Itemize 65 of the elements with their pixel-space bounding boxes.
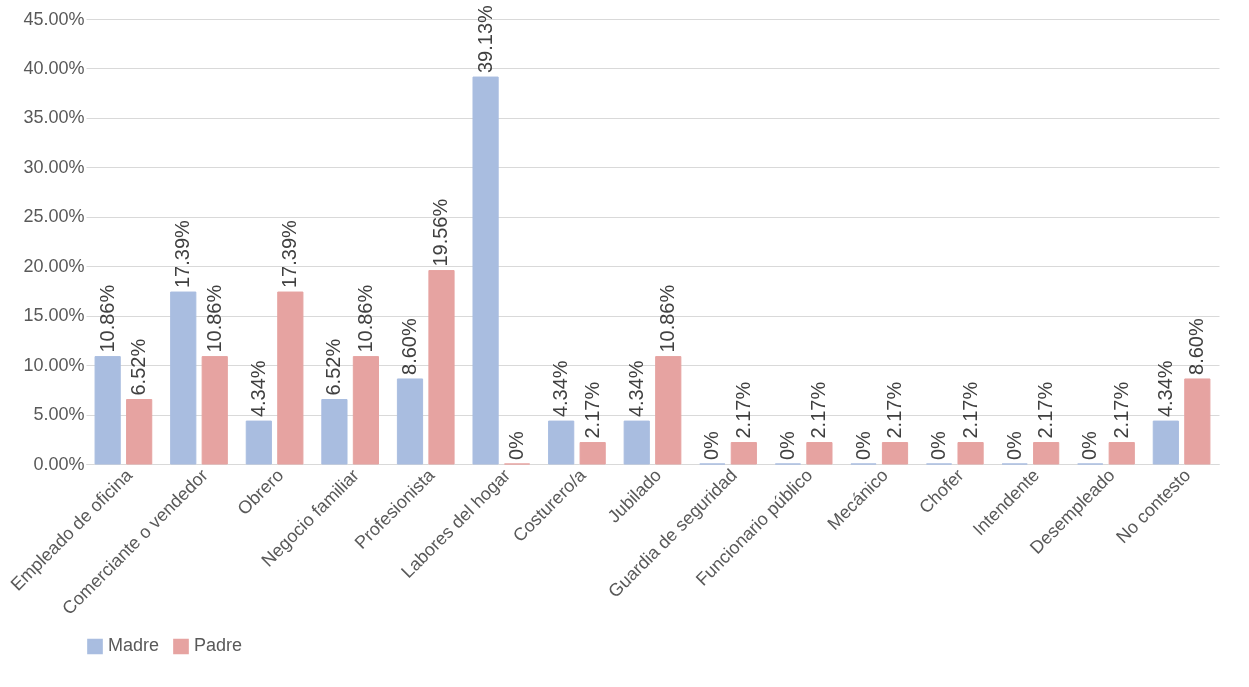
data-label: 10.86% xyxy=(353,284,376,353)
bar xyxy=(1184,378,1211,465)
data-label: 19.56% xyxy=(429,198,452,267)
data-label: 6.52% xyxy=(127,338,150,396)
y-tick-label: 20.00% xyxy=(23,255,85,276)
data-label: 4.34% xyxy=(1153,360,1176,418)
y-tick-label: 15.00% xyxy=(23,305,85,326)
bar xyxy=(730,442,757,465)
bar xyxy=(1108,442,1135,465)
bar xyxy=(321,399,348,465)
data-label: 0% xyxy=(1078,430,1101,460)
bar xyxy=(1152,420,1179,465)
bar xyxy=(655,356,682,465)
data-label: 4.34% xyxy=(246,360,269,418)
y-tick-label: 45.00% xyxy=(23,8,85,29)
y-tick-label: 30.00% xyxy=(23,156,85,177)
bar xyxy=(428,270,455,465)
y-tick-label: 5.00% xyxy=(33,404,85,425)
bar xyxy=(201,356,228,465)
data-label: 8.60% xyxy=(398,318,420,375)
data-label: 0% xyxy=(1002,430,1025,460)
bar xyxy=(396,378,424,465)
bar xyxy=(881,442,909,465)
bar xyxy=(548,420,575,465)
data-label: 17.39% xyxy=(278,219,301,289)
bar xyxy=(623,420,650,465)
bar xyxy=(579,442,606,465)
data-label: 4.34% xyxy=(624,360,647,418)
data-label: 0% xyxy=(775,430,798,460)
bar xyxy=(806,442,833,465)
data-label: 4.34% xyxy=(549,360,572,418)
legend-label: Padre xyxy=(194,635,243,656)
data-label: 10.86% xyxy=(656,284,679,353)
data-label: 2.17% xyxy=(958,381,981,439)
data-label: 2.17% xyxy=(807,381,830,439)
data-label: 2.17% xyxy=(1109,381,1132,439)
data-label: 10.86% xyxy=(202,284,225,353)
data-label: 2.17% xyxy=(580,381,603,439)
data-label: 0% xyxy=(927,430,950,460)
y-tick-label: 25.00% xyxy=(23,206,85,227)
y-tick-label: 0.00% xyxy=(33,453,85,474)
data-label: 6.52% xyxy=(322,338,345,396)
data-label: 2.17% xyxy=(1034,381,1057,439)
data-label: 0% xyxy=(700,430,723,460)
data-label: 39.13% xyxy=(473,5,496,74)
bar xyxy=(277,291,304,465)
bar xyxy=(170,291,197,465)
bar xyxy=(126,399,153,465)
y-tick-label: 35.00% xyxy=(23,107,85,128)
bar xyxy=(94,356,121,465)
data-label: 0% xyxy=(505,430,528,460)
legend-label: Madre xyxy=(108,635,160,656)
bar xyxy=(957,442,984,465)
data-label: 8.60% xyxy=(1185,318,1208,375)
bar xyxy=(245,420,272,465)
y-tick-label: 10.00% xyxy=(23,354,85,375)
data-label: 17.39% xyxy=(171,219,194,289)
data-label: 0% xyxy=(851,430,874,460)
data-label: 2.17% xyxy=(883,381,905,439)
bar xyxy=(472,76,499,465)
bar xyxy=(352,356,380,465)
bar xyxy=(1033,442,1060,465)
data-label: 2.17% xyxy=(731,381,754,439)
y-tick-label: 40.00% xyxy=(23,57,85,78)
data-label: 10.86% xyxy=(95,284,118,353)
